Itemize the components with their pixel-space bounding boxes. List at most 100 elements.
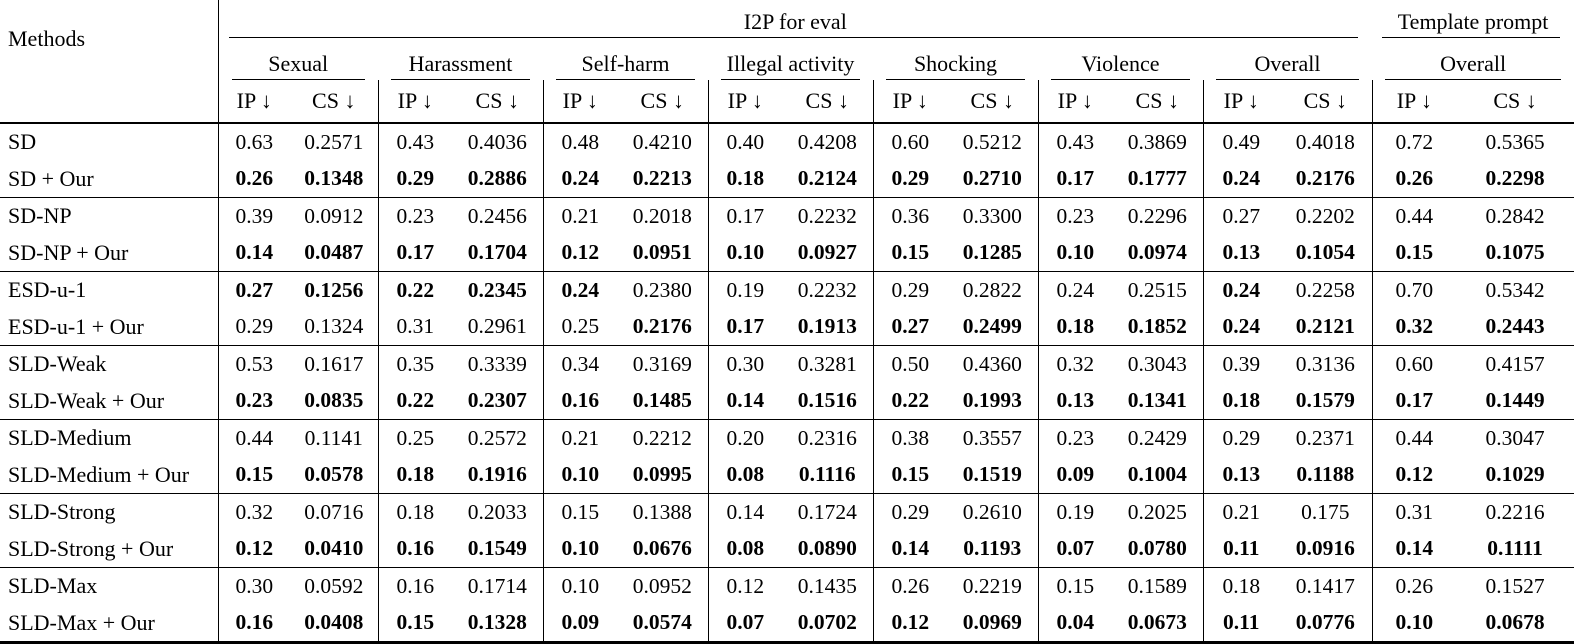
value-cell: 0.2443	[1456, 308, 1574, 346]
value-cell: 0.21	[542, 419, 617, 457]
value-cell: 0.2610	[962, 499, 1022, 524]
table-row: SLD-Weak + Our 0.23 0.0835 0.22 0.2307 0.16 0.…	[0, 382, 1574, 420]
value-cell: 0.1435	[797, 573, 857, 598]
value-cell: 0.16	[377, 530, 452, 568]
value-cell: 0.15	[1037, 567, 1112, 605]
value-cell: 0.22	[872, 382, 947, 420]
value-cell: 0.1324	[290, 308, 378, 346]
value-cell: 0.0702	[782, 604, 873, 644]
value-cell: 0.1579	[1279, 382, 1373, 420]
value-cell: 0.2216	[1485, 499, 1545, 524]
table-row: SD 0.63 0.2571 0.43 0.4036 0.48 0.4210 0.40 0.42…	[0, 123, 1574, 161]
value-cell: 0.1193	[947, 530, 1038, 568]
value-cell: 0.21	[542, 197, 617, 235]
header-row-metrics: IP ↓ CS ↓ IP ↓ CS ↓ IP ↓ CS ↓ IP ↓ CS ↓ …	[0, 80, 1574, 124]
category-underline	[1216, 79, 1360, 80]
value-cell: 0.12	[872, 604, 947, 644]
method-name: SLD-Medium	[0, 419, 219, 457]
value-cell: 0.2124	[782, 160, 873, 198]
value-cell: 0.2219	[962, 573, 1022, 598]
category-header-overall-template: Overall	[1372, 38, 1574, 80]
metric-header-cs: CS ↓	[1456, 80, 1574, 124]
value-cell: 0.10	[542, 456, 617, 494]
category-underline	[1051, 79, 1190, 80]
value-cell: 0.07	[1037, 530, 1112, 568]
value-cell: 0.32	[1037, 345, 1112, 383]
value-cell: 0.36	[872, 197, 947, 235]
value-cell: 0.10	[1371, 604, 1457, 644]
value-cell: 0.23	[217, 382, 290, 420]
value-cell: 0.0890	[782, 530, 873, 568]
value-cell: 0.14	[707, 493, 782, 531]
value-cell: 0.20	[707, 419, 782, 457]
value-cell: 0.4157	[1485, 351, 1545, 376]
value-cell: 0.27	[872, 308, 947, 346]
value-cell: 0.18	[1037, 308, 1112, 346]
value-cell: 0.63	[217, 123, 290, 161]
value-cell: 0.0410	[290, 530, 378, 568]
value-cell: 0.08	[707, 456, 782, 494]
value-cell: 0.19	[1037, 493, 1112, 531]
value-cell: 0.0678	[1456, 604, 1574, 644]
category-header-self-harm: Self-harm	[543, 38, 708, 80]
value-cell: 0.3043	[1127, 351, 1187, 376]
value-cell: 0.44	[217, 419, 290, 457]
value-cell: 0.3300	[962, 203, 1022, 228]
value-cell: 0.1527	[1485, 573, 1545, 598]
value-cell: 0.0835	[290, 382, 378, 420]
value-cell: 0.3339	[467, 351, 527, 376]
table-row: SD + Our 0.26 0.1348 0.29 0.2886 0.24 0.2213 0.…	[0, 160, 1574, 198]
value-cell: 0.2232	[797, 277, 857, 302]
value-cell: 0.23	[377, 197, 452, 235]
value-cell: 0.4018	[1295, 129, 1355, 154]
value-cell: 0.3281	[797, 351, 857, 376]
value-cell: 0.17	[707, 308, 782, 346]
method-name: SLD-Weak + Our	[0, 382, 219, 420]
header-row-categories: Sexual Harassment Self-harm Illegal acti…	[0, 38, 1574, 80]
value-cell: 0.26	[1371, 567, 1457, 605]
value-cell: 0.18	[377, 493, 452, 531]
value-cell: 0.2380	[632, 277, 692, 302]
value-cell: 0.2822	[962, 277, 1022, 302]
value-cell: 0.13	[1202, 456, 1279, 494]
value-cell: 0.24	[1202, 160, 1279, 198]
value-cell: 0.1617	[304, 351, 364, 376]
value-cell: 0.11	[1202, 604, 1279, 644]
value-cell: 0.2499	[947, 308, 1038, 346]
value-cell: 0.2842	[1485, 203, 1545, 228]
value-cell: 0.18	[377, 456, 452, 494]
value-cell: 0.27	[1202, 197, 1279, 235]
method-name: SD	[0, 123, 219, 161]
value-cell: 0.30	[707, 345, 782, 383]
value-cell: 0.1549	[452, 530, 543, 568]
value-cell: 0.1054	[1279, 234, 1373, 272]
value-cell: 0.44	[1371, 197, 1457, 235]
value-cell: 0.0716	[304, 499, 364, 524]
value-cell: 0.19	[707, 271, 782, 309]
value-cell: 0.1913	[782, 308, 873, 346]
value-cell: 0.2429	[1127, 425, 1187, 450]
value-cell: 0.17	[377, 234, 452, 272]
value-cell: 0.2572	[467, 425, 527, 450]
value-cell: 0.14	[1371, 530, 1457, 568]
value-cell: 0.24	[542, 271, 617, 309]
value-cell: 0.10	[1037, 234, 1112, 272]
value-cell: 0.24	[1037, 271, 1112, 309]
value-cell: 0.1141	[304, 425, 363, 450]
value-cell: 0.2213	[617, 160, 708, 198]
value-cell: 0.2515	[1127, 277, 1187, 302]
value-cell: 0.1852	[1112, 308, 1203, 346]
value-cell: 0.29	[872, 271, 947, 309]
table-row: SLD-Medium + Our 0.15 0.0578 0.18 0.1916 0.10…	[0, 456, 1574, 494]
value-cell: 0.2121	[1279, 308, 1373, 346]
metric-header-ip: IP ↓	[542, 80, 617, 124]
value-cell: 0.10	[542, 567, 617, 605]
value-cell: 0.1449	[1456, 382, 1574, 420]
value-cell: 0.2212	[632, 425, 692, 450]
value-cell: 0.2018	[632, 203, 692, 228]
value-cell: 0.2202	[1295, 203, 1355, 228]
value-cell: 0.17	[707, 197, 782, 235]
value-cell: 0.1328	[452, 604, 543, 644]
value-cell: 0.1417	[1295, 573, 1355, 598]
value-cell: 0.2298	[1456, 160, 1574, 198]
